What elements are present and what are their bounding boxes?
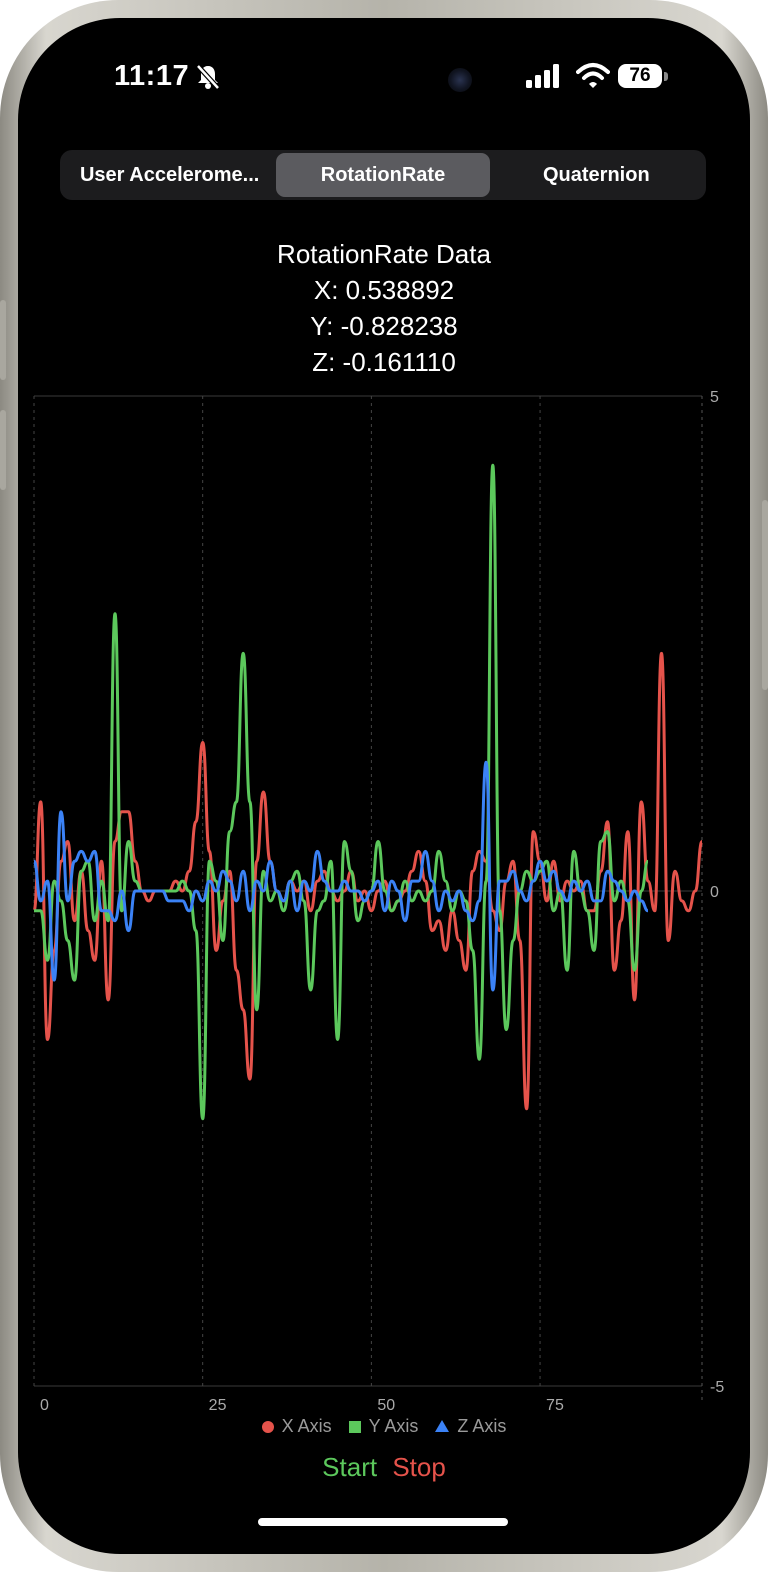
volume-up-button	[0, 300, 6, 380]
y-tick-label-0: 5	[710, 389, 719, 406]
front-camera	[448, 68, 472, 92]
actions: Start Stop	[18, 1452, 750, 1483]
legend-x-marker	[261, 1421, 274, 1433]
battery-icon: 76	[618, 64, 670, 90]
legend-y-label: Y Axis	[368, 1416, 419, 1436]
x-tick-label-0: 0	[40, 1397, 49, 1414]
tab-quaternion[interactable]: Quaternion	[542, 164, 650, 186]
cellular-signal-icon	[526, 64, 559, 88]
start-button[interactable]: Start	[318, 1452, 381, 1483]
x-tick-label-1: 25	[209, 1397, 227, 1414]
side-button	[762, 500, 768, 690]
readout-title: RotationRate Data	[277, 239, 491, 269]
series-line-y	[34, 463, 650, 1121]
legend-x-label: X Axis	[281, 1416, 332, 1436]
segmented-control: User Accelerome... RotationRate Quaterni…	[60, 150, 706, 200]
series-line-x	[32, 651, 704, 1111]
volume-down-button	[0, 410, 6, 490]
status-time: 11:17	[114, 60, 190, 92]
y-tick-label-2: -5	[710, 1379, 724, 1396]
x-tick-label-2: 50	[377, 1397, 395, 1414]
legend-y: Y Axis	[348, 1416, 419, 1436]
readout: RotationRate Data X: 0.538892 Y: -0.8282…	[18, 236, 750, 380]
x-tick-label-3: 75	[546, 1397, 564, 1414]
wifi-icon	[576, 63, 610, 88]
tab-user-accelerometer[interactable]: User Accelerome...	[79, 164, 260, 186]
y-tick-label-1: 0	[710, 884, 719, 901]
rotation-rate-chart: 50-50 25 50 75	[32, 389, 724, 1414]
home-indicator[interactable]	[258, 1518, 508, 1526]
legend-z-marker	[435, 1420, 450, 1432]
legend-x: X Axis	[261, 1416, 332, 1436]
readout-y: Y: -0.828238	[310, 311, 458, 341]
battery-level: 76	[618, 64, 662, 88]
legend-z: Z Axis	[435, 1416, 506, 1436]
bell-slash-icon	[196, 64, 220, 90]
legend-y-marker	[348, 1421, 361, 1433]
stop-button[interactable]: Stop	[388, 1452, 450, 1483]
chart-legend: X Axis Y Axis Z Axis	[18, 1416, 750, 1437]
status-bar: 11:17 76	[18, 18, 750, 128]
tab-rotation-rate[interactable]: RotationRate	[276, 153, 490, 197]
battery-tip	[664, 72, 668, 81]
series-line-z	[32, 760, 649, 992]
screen: 11:17 76	[18, 18, 750, 1554]
readout-z: Z: -0.161110	[312, 347, 456, 377]
legend-z-label: Z Axis	[457, 1416, 507, 1436]
readout-x: X: 0.538892	[313, 275, 455, 305]
